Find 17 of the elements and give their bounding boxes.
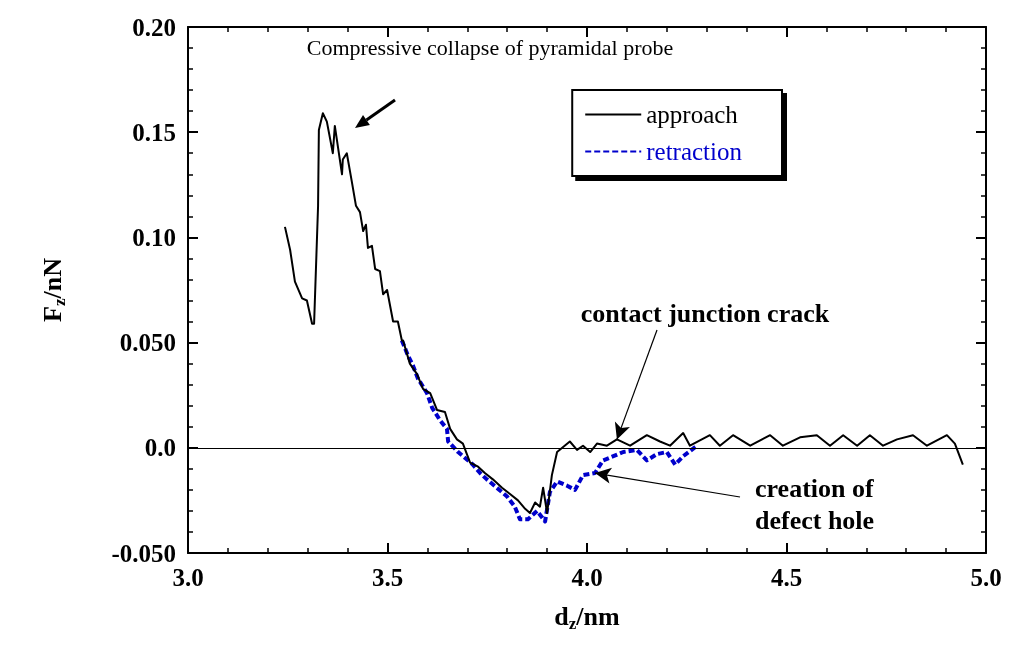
annotation: creation of defect hole: [755, 473, 875, 536]
y-axis-title: Fz/nN: [38, 257, 69, 322]
y-tick-label: 0.050: [119, 329, 176, 357]
legend-label: retraction: [646, 138, 743, 165]
legend-label: approach: [646, 101, 739, 128]
y-tick-label: 0.0: [144, 434, 176, 462]
y-tick-label: 0.10: [132, 223, 176, 251]
x-tick-label: 4.0: [571, 564, 603, 591]
x-tick-label: 5.0: [970, 564, 1002, 591]
annotation: contact junction crack: [580, 298, 830, 328]
x-tick-label: 4.5: [770, 564, 803, 591]
y-tick-label: 0.15: [132, 118, 176, 146]
y-tick-label: 0.20: [132, 13, 176, 41]
annotation: Compressive collapse of pyramidal probe: [306, 35, 674, 61]
x-tick-label: 3.5: [371, 564, 404, 591]
x-tick-label: 3.0: [172, 564, 204, 591]
y-tick-label: -0.050: [111, 539, 176, 567]
